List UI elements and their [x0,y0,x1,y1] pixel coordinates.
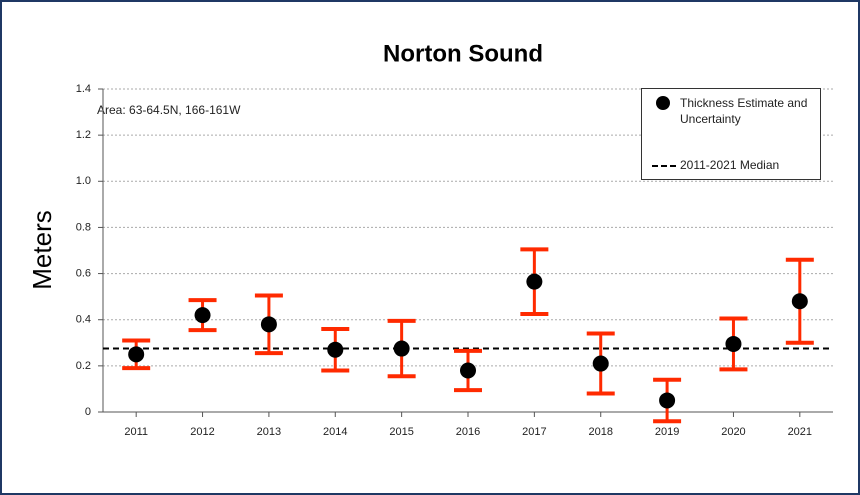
y-tick-label: 0 [85,406,91,418]
annotation: Area: 63-64.5N, 166-161W [97,103,241,117]
point [460,362,476,379]
legend: Thickness Estimate and Uncertainty 2011-… [641,88,821,180]
x-tick-label: 2012 [190,426,214,438]
x-tick-label: 2014 [323,426,347,438]
chart-title: Norton Sound [383,40,543,67]
point [194,307,211,324]
legend-item: Thickness Estimate and Uncertainty [650,95,814,127]
legend-item: 2011-2021 Median [650,157,814,173]
legend-label: Thickness Estimate and Uncertainty [680,96,808,126]
legend-marker [656,96,670,110]
y-tick-label: 1.4 [76,83,91,95]
point [659,392,676,409]
legend-line [652,165,676,167]
y-tick-label: 0.4 [76,314,91,326]
y-tick-label: 0.8 [76,221,91,233]
x-tick-label: 2020 [721,426,745,438]
point [592,355,609,372]
point [791,293,808,310]
x-tick-label: 2019 [655,426,679,438]
point [260,316,277,333]
point [393,340,410,357]
y-axis-label: Meters [27,210,57,289]
x-tick-label: 2021 [788,426,812,438]
x-tick-label: 2018 [588,426,612,438]
point [128,346,145,363]
x-tick-label: 2015 [389,426,413,438]
y-tick-label: 1.2 [76,129,91,141]
y-tick-label: 0.6 [76,267,91,279]
x-tick-label: 2017 [522,426,546,438]
legend-label: 2011-2021 Median [680,158,780,172]
x-tick-label: 2016 [456,426,480,438]
point [327,341,344,358]
x-tick-label: 2013 [257,426,281,438]
point [526,273,543,290]
point [725,335,742,352]
x-tick-label: 2011 [124,426,148,438]
y-tick-label: 1.0 [76,175,91,187]
y-tick-label: 0.2 [76,360,91,372]
